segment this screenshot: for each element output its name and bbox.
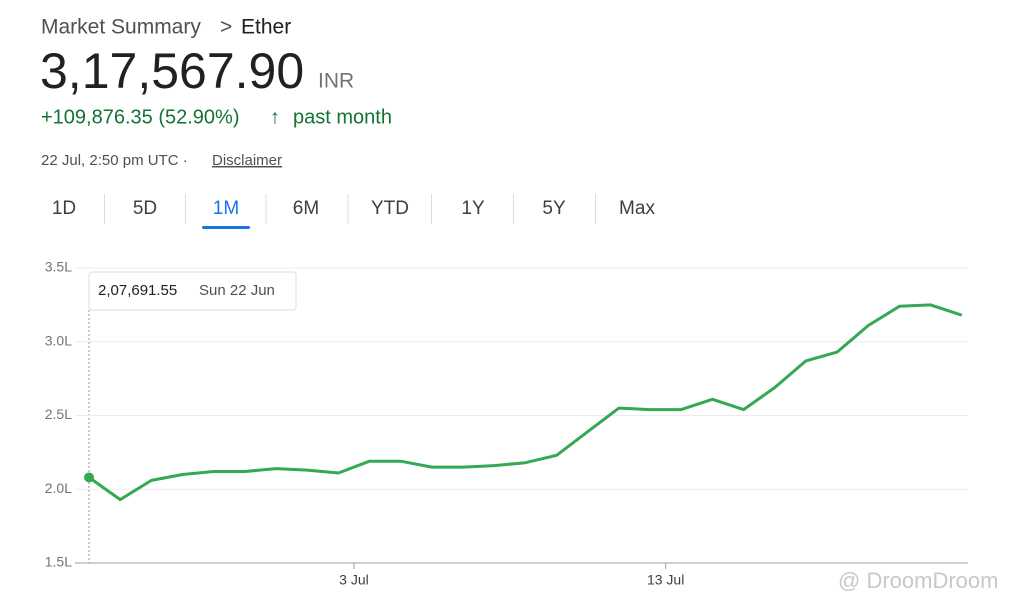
asset-name: Ether	[241, 16, 291, 39]
time-range-tab[interactable]: YTD	[371, 198, 409, 219]
time-range-tab[interactable]: 1Y	[461, 198, 485, 219]
up-arrow: ↑	[270, 106, 280, 128]
time-range-tab[interactable]: 5Y	[542, 198, 566, 219]
y-tick-label: 2.5L	[45, 406, 72, 422]
x-tick-label: 13 Jul	[647, 572, 684, 588]
period: past month	[293, 106, 392, 128]
timestamp: 22 Jul, 2:50 pm UTC ·	[41, 152, 188, 169]
breadcrumb[interactable]: Market Summary	[41, 16, 201, 39]
time-range-tab[interactable]: 1D	[52, 198, 76, 219]
time-range-tab[interactable]: 1M	[213, 198, 239, 219]
currency: INR	[318, 70, 354, 93]
time-range-tab[interactable]: 6M	[293, 198, 319, 219]
y-tick-label: 1.5L	[45, 554, 72, 570]
price-line	[88, 303, 963, 502]
active-tab-indicator	[202, 226, 250, 229]
breadcrumb-separator: >	[220, 16, 232, 39]
disclaimer-link[interactable]: Disclaimer	[212, 152, 282, 169]
watermark: @ DroomDroom	[838, 568, 998, 593]
y-tick-label: 2.0L	[45, 480, 72, 496]
time-range-tab[interactable]: Max	[619, 198, 655, 219]
tooltip-value: 2,07,691.55	[98, 282, 177, 299]
hover-point	[84, 472, 95, 483]
tooltip-date: Sun 22 Jun	[199, 282, 275, 299]
price: 3,17,567.90	[40, 43, 304, 99]
price-change: +109,876.35 (52.90%)	[41, 106, 240, 128]
time-range-tab[interactable]: 5D	[133, 198, 157, 219]
x-tick-label: 3 Jul	[339, 572, 369, 588]
tooltip-box	[88, 271, 297, 311]
y-tick-label: 3.0L	[45, 332, 72, 348]
y-tick-label: 3.5L	[45, 259, 72, 275]
